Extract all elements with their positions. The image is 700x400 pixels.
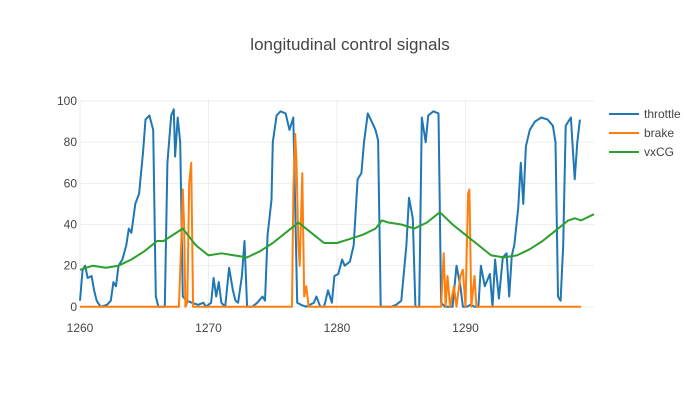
chart-title: longitudinal control signals	[250, 35, 449, 54]
plot-area	[79, 108, 595, 308]
legend-label: throttle	[644, 107, 681, 121]
x-tick-label: 1290	[452, 321, 479, 335]
y-tick-label: 40	[64, 218, 78, 232]
legend-label: brake	[644, 126, 674, 140]
x-tick-label: 1280	[324, 321, 351, 335]
legend[interactable]: throttle brake vxCG	[609, 107, 681, 159]
x-axis-ticks: 1260 1270 1280 1290	[67, 321, 480, 335]
series-line-vxcg	[79, 211, 595, 271]
y-tick-label: 80	[64, 135, 78, 149]
legend-label: vxCG	[644, 145, 674, 159]
series-line-brake	[80, 133, 582, 308]
y-tick-label: 0	[70, 300, 77, 314]
legend-item-vxcg[interactable]: vxCG	[609, 145, 674, 159]
grid	[79, 99, 594, 313]
series-line-throttle	[79, 108, 581, 308]
legend-item-throttle[interactable]: throttle	[609, 107, 681, 121]
x-tick-label: 1260	[67, 321, 94, 335]
x-tick-label: 1270	[195, 321, 222, 335]
y-axis-ticks: 0 20 40 60 80 100	[57, 94, 77, 314]
y-tick-label: 20	[64, 259, 78, 273]
y-tick-label: 60	[64, 176, 78, 190]
y-tick-label: 100	[57, 94, 77, 108]
legend-item-brake[interactable]: brake	[609, 126, 674, 140]
